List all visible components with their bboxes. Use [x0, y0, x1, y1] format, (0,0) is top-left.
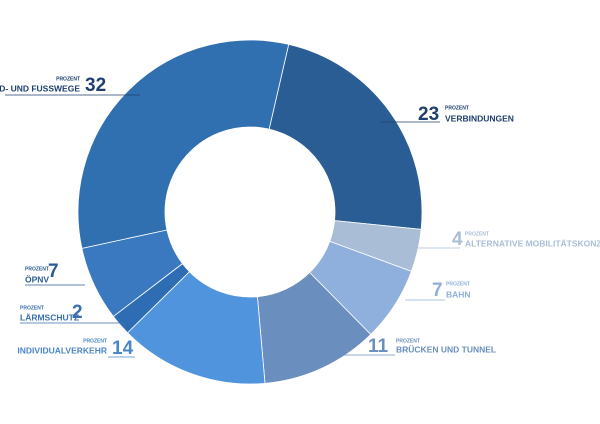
donut-segment — [268, 43, 423, 230]
category-label: VERBINDUNGEN — [445, 113, 514, 123]
donut-segment — [77, 39, 290, 249]
category-label: BRÜCKEN UND TUNNEL — [396, 344, 496, 354]
unit-label: PROZENT — [396, 338, 420, 344]
category-label: RAD- UND FUSSWEGE — [0, 83, 80, 93]
unit-label: PROZENT — [446, 281, 470, 287]
unit-label: PROZENT — [465, 231, 489, 237]
value-label: 7 — [432, 280, 443, 301]
unit-label: PROZENT — [445, 105, 469, 111]
value-label: 2 — [72, 302, 83, 323]
unit-label: PROZENT — [83, 338, 107, 344]
category-label: LÄRMSCHUTZ — [20, 312, 79, 322]
unit-label: PROZENT — [56, 76, 80, 82]
unit-label: PROZENT — [20, 305, 44, 311]
unit-label: PROZENT — [25, 266, 49, 272]
value-label: 4 — [452, 229, 463, 250]
value-label: 32 — [85, 75, 106, 96]
value-label: 23 — [418, 104, 439, 125]
value-label: 7 — [48, 261, 59, 282]
category-label: ÖPNV — [25, 274, 49, 284]
value-label: 14 — [112, 338, 134, 359]
category-label: ALTERNATIVE MOBILITÄTSKONZEPTE — [465, 238, 600, 248]
value-label: 11 — [368, 336, 389, 357]
category-label: INDIVIDUALVERKEHR — [17, 345, 107, 355]
category-label: BAHN — [446, 289, 471, 299]
